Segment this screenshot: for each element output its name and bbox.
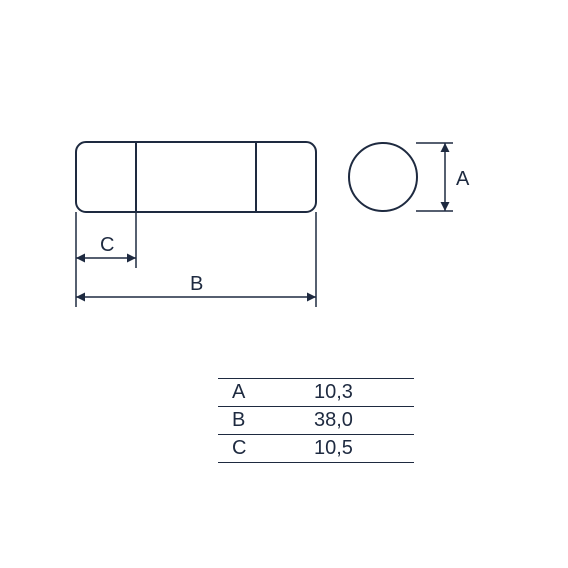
- dim-label: C: [218, 435, 300, 463]
- dim-value: 38,0: [300, 407, 414, 435]
- table-row: C 10,5: [218, 435, 414, 463]
- svg-text:C: C: [100, 234, 114, 256]
- dim-value: 10,5: [300, 435, 414, 463]
- svg-text:B: B: [190, 273, 203, 295]
- svg-text:A: A: [456, 168, 470, 190]
- dim-label: B: [218, 407, 300, 435]
- technical-drawing: ACB: [0, 0, 568, 568]
- dim-label: A: [218, 379, 300, 407]
- fuse-end-view: [349, 143, 417, 211]
- fuse-body: [76, 142, 316, 212]
- dimension-table: A 10,3 B 38,0 C 10,5: [218, 378, 414, 463]
- table-row: B 38,0: [218, 407, 414, 435]
- dim-value: 10,3: [300, 379, 414, 407]
- table-row: A 10,3: [218, 379, 414, 407]
